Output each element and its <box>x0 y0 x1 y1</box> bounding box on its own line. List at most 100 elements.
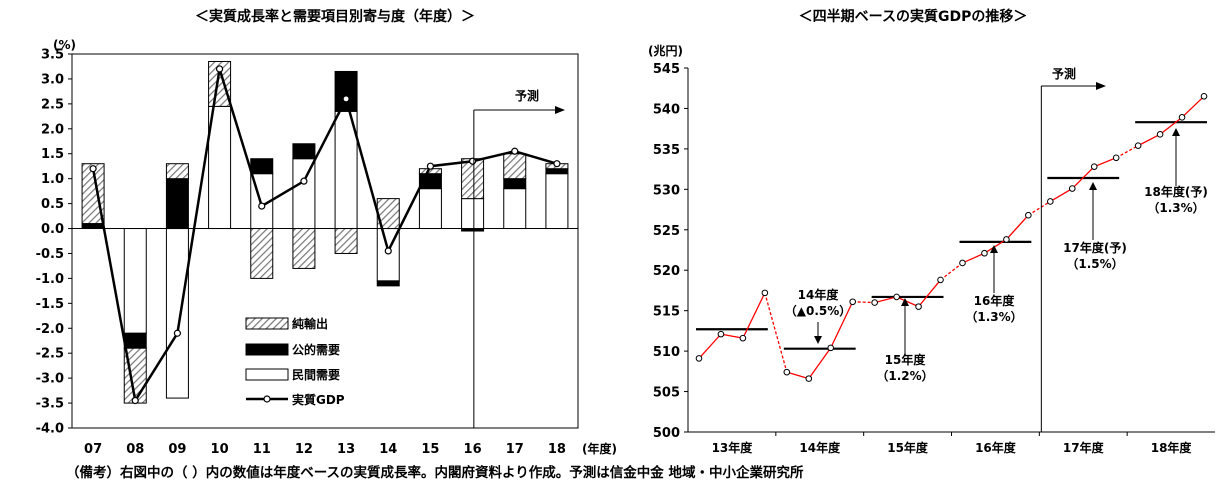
right-forecast-marker: 予測 <box>1040 66 1106 432</box>
left-forecast-marker: 予測 <box>473 88 565 428</box>
right-quarterly-segment <box>1115 145 1139 159</box>
right-y-tick-label: 515 <box>653 305 680 320</box>
left-y-tick-label: 0.0 <box>41 222 64 237</box>
right-quarterly-segment <box>1137 133 1161 147</box>
left-plot-border <box>71 53 579 429</box>
right-chart-title: ＜四半期ベースの実質GDPの推移＞ <box>799 8 1028 25</box>
right-annotation-arrow-head <box>814 336 822 344</box>
bar-private-demand <box>123 228 147 334</box>
right-quarterly-segment <box>742 292 766 339</box>
bar-public-demand <box>292 143 316 160</box>
bar-public-demand <box>503 178 527 190</box>
left-y-tick-label: 3.0 <box>41 72 64 87</box>
right-quarterly-point <box>937 276 944 284</box>
left-y-tick-label: -0.5 <box>36 247 64 262</box>
right-quarterly-point <box>827 344 835 352</box>
right-quarterly-point <box>871 299 878 306</box>
right-quarterly-point <box>1134 142 1142 149</box>
left-gdp-point <box>300 177 308 185</box>
right-y-axis-ticks: 545 540 535 530 525 520 515 510 505 500 <box>653 62 688 441</box>
bar-public-demand <box>376 280 400 287</box>
left-y-tick-label: -3.0 <box>36 372 64 387</box>
right-quarterly-point <box>1178 114 1186 121</box>
right-quarterly-segment <box>896 296 919 308</box>
right-quarterly-point <box>981 249 988 257</box>
right-quarterly-segment <box>1028 200 1051 216</box>
right-annotation-arrow-head <box>1172 128 1180 136</box>
left-chart-title: ＜実質成長率と需要項目別寄与度（年度）＞ <box>195 8 475 25</box>
left-gdp-point <box>553 160 561 168</box>
bar-public-demand <box>81 223 105 230</box>
left-y-tick-label: 2.5 <box>41 97 64 112</box>
right-x-tick-label: 16年度 <box>975 440 1017 455</box>
left-y-tick-label: -2.0 <box>36 322 64 337</box>
left-gdp-point <box>173 329 182 337</box>
right-y-tick-label: 540 <box>653 102 680 117</box>
right-quarterly-segment <box>1005 214 1029 240</box>
bar-public-demand <box>334 70 358 112</box>
bar-net-exports <box>292 228 316 269</box>
left-y-tick-label: 1.0 <box>41 172 64 187</box>
right-y-unit: (兆円) <box>648 43 683 58</box>
right-forecast-label: 予測 <box>1052 66 1076 81</box>
legend-label-net-exports: 純輸出 <box>292 316 328 331</box>
right-quarterly-point <box>1025 211 1032 219</box>
left-gdp-point <box>384 247 392 255</box>
legend-swatch-real-gdp-point <box>263 395 271 403</box>
right-quarterly-point <box>1112 154 1120 162</box>
left-y-axis-ticks: 3.5 3.0 2.5 2.0 1.5 1.0 0.5 0.0 -0.5 -1.0 -1.5 -2.0… <box>36 48 72 437</box>
right-y-tick-label: 535 <box>653 143 680 158</box>
bar-private-demand <box>165 228 189 399</box>
bar-private-demand <box>418 188 442 230</box>
left-x-tick-label: 16 <box>464 442 482 457</box>
right-quarterly-segment <box>830 301 854 349</box>
right-annotation-text: 14年度 <box>798 287 840 302</box>
right-y-tick-label: 530 <box>653 183 680 198</box>
right-quarterly-segment <box>984 238 1007 254</box>
left-y-tick-label: -1.0 <box>36 272 64 287</box>
left-gdp-point <box>215 65 224 73</box>
bar-public-demand <box>545 168 569 175</box>
bar-public-demand <box>250 158 274 175</box>
right-quarterly-segment <box>874 296 897 304</box>
bar-net-exports <box>334 228 358 254</box>
right-annual-average-bars <box>696 121 1207 350</box>
right-y-tick-label: 520 <box>653 264 680 279</box>
left-x-axis-ticks: 07 08 09 10 11 12 13 14 15 16 17 18 <box>84 442 566 457</box>
left-y-tick-label: 2.0 <box>41 122 64 137</box>
right-quarterly-point <box>761 289 769 297</box>
right-quarterly-segment <box>764 292 788 373</box>
right-quarterly-point <box>893 293 900 301</box>
left-y-tick-label: 1.5 <box>41 147 64 162</box>
left-forecast-arrow-head <box>555 106 565 114</box>
right-quarterly-segment <box>698 333 722 359</box>
left-gdp-point <box>468 157 477 165</box>
bar-public-demand <box>123 332 147 349</box>
right-quarterly-segment <box>1159 116 1183 135</box>
legend-label-real-gdp: 実質GDP <box>292 392 345 407</box>
legend-swatch-private-demand <box>245 368 289 381</box>
right-quarterly-point <box>1047 198 1054 205</box>
right-annotation-arrow-head <box>901 298 909 306</box>
right-annotation-text: 17年度(予) <box>1063 240 1127 255</box>
left-x-tick-label: 11 <box>253 442 271 457</box>
right-x-tick-label: 15年度 <box>887 440 929 455</box>
right-annotation-text: （1.3%） <box>1147 200 1204 215</box>
left-forecast-label: 予測 <box>515 88 539 103</box>
right-quarterly-segment <box>962 252 985 264</box>
right-quarterly-segment <box>1181 95 1205 118</box>
right-quarterly-segment <box>918 279 942 308</box>
left-gdp-line <box>89 65 561 405</box>
right-quarterly-segment <box>1071 166 1095 189</box>
right-x-tick-label: 13年度 <box>712 440 754 455</box>
right-quarterly-point <box>1068 185 1076 192</box>
right-quarterly-point <box>959 259 966 267</box>
right-annotation-arrow-head <box>990 245 998 253</box>
left-y-tick-label: -1.5 <box>36 297 64 312</box>
right-y-tick-label: 525 <box>653 224 680 239</box>
right-x-axis-ticks: 13年度 14年度 15年度 16年度 17年度 18年度 <box>712 432 1192 455</box>
left-y-tick-label: -2.5 <box>36 347 64 362</box>
right-quarterly-segment <box>720 333 744 339</box>
right-annotation-text: 15年度 <box>885 352 927 367</box>
left-y-tick-label: 3.5 <box>41 48 64 63</box>
